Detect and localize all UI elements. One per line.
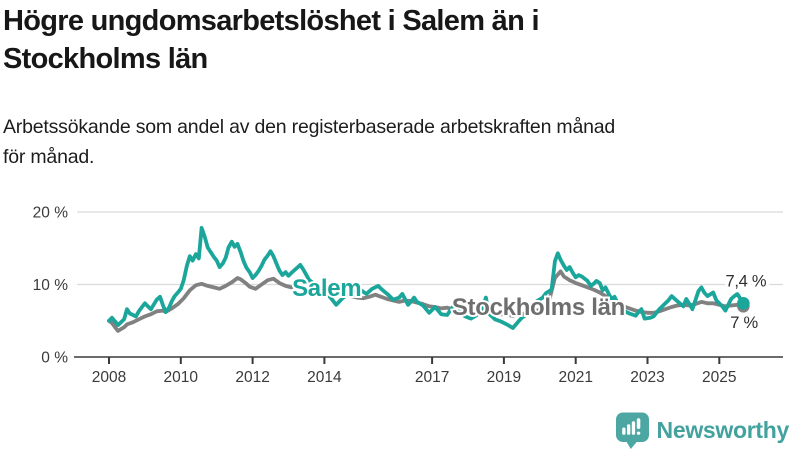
chart-annotation: Stockholms län (452, 294, 625, 321)
series-line-stockholms-l-n (107, 269, 746, 333)
chart-title-line2: Stockholms län (3, 43, 208, 75)
x-tick-label: 2010 (164, 369, 199, 386)
x-tick-label: 2019 (487, 369, 521, 386)
series-line-salem (107, 226, 746, 330)
newsworthy-logo-icon (615, 412, 649, 449)
chart-subtitle: Arbetssökande som andel av den registerb… (3, 112, 763, 172)
y-tick-label: 0 % (41, 350, 68, 367)
series-end-dot-salem (737, 297, 750, 310)
chart-title: Högre ungdomsarbetslöshet i Salem än i St… (3, 2, 703, 78)
x-tick-label: 2017 (415, 369, 449, 386)
y-tick-label: 20 % (33, 205, 69, 222)
chart-title-line1: Högre ungdomsarbetslöshet i Salem än i (3, 5, 540, 37)
chart-subtitle-line1: Arbetssökande som andel av den registerb… (3, 116, 616, 138)
newsworthy-brand-name: Newsworthy (656, 417, 790, 443)
x-tick-label: 2012 (235, 369, 269, 386)
unemployment-line-chart: 0 % 10 % 20 % 2008 2010 2012 2014 2017 2019 2021 2… (33, 205, 783, 386)
x-tick-label: 2014 (307, 369, 342, 386)
y-tick-label: 10 % (33, 277, 69, 294)
x-tick-label: 2021 (558, 369, 592, 386)
chart-annotation: Salem (292, 275, 361, 302)
x-tick-label: 2025 (702, 369, 736, 386)
x-tick-label: 2023 (630, 369, 664, 386)
x-tick-label: 2008 (92, 369, 126, 386)
chart-annotation: 7 % (730, 314, 758, 332)
chart-subtitle-line2: för månad. (3, 146, 95, 168)
chart-annotation: 7,4 % (726, 273, 767, 291)
newsworthy-attribution[interactable]: Newsworthy (615, 412, 789, 449)
